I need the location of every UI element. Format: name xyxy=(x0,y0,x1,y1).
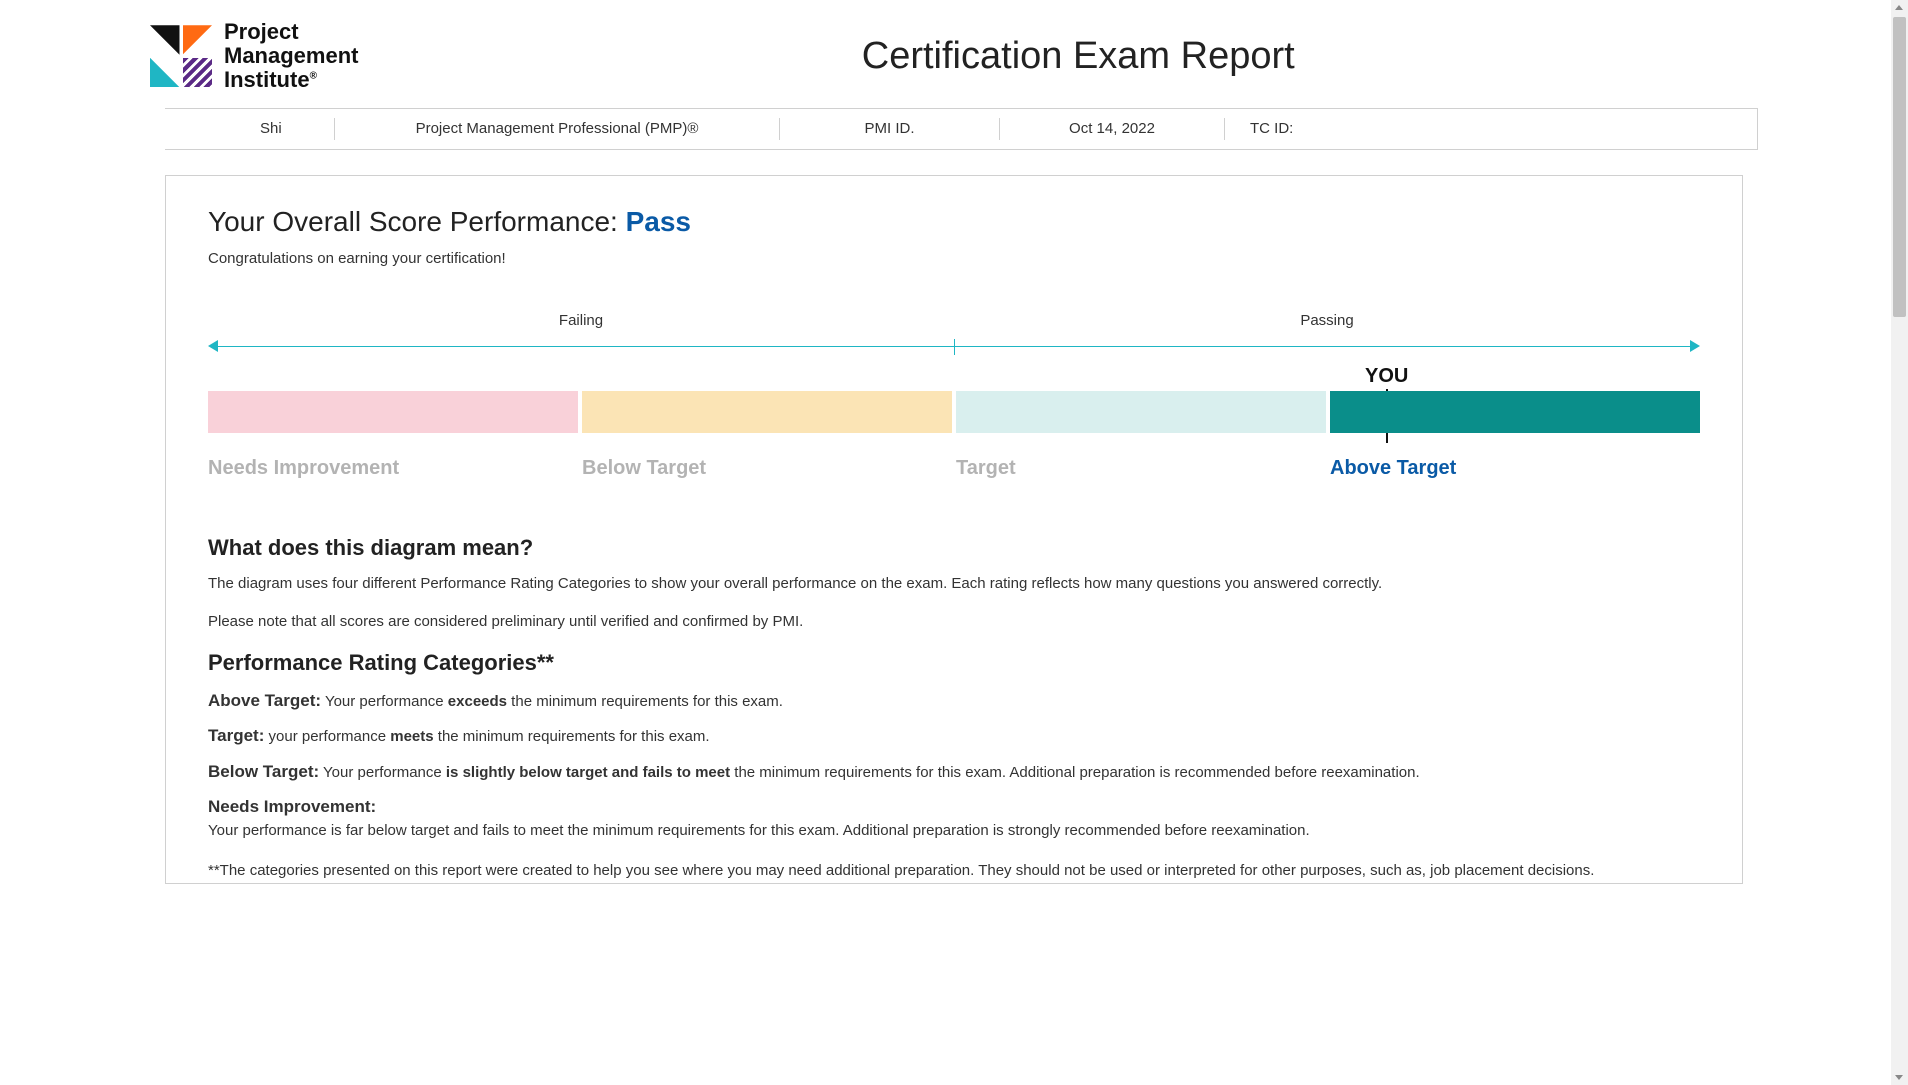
category-bold-0: exceeds xyxy=(448,693,507,710)
axis-line xyxy=(208,337,1700,357)
main-panel: Your Overall Score Performance: Pass Con… xyxy=(165,175,1743,884)
report-page: Project Management Institute® Certificat… xyxy=(0,0,1908,904)
info-certification: Project Management Professional (PMP)® xyxy=(335,118,780,140)
failing-label: Failing xyxy=(208,312,954,329)
explain-heading: What does this diagram mean? xyxy=(208,535,1700,561)
category-desc-3: Your performance is far below target and… xyxy=(208,820,1700,843)
band-label-0: Needs Improvement xyxy=(208,457,578,480)
categories-heading: Performance Rating Categories** xyxy=(208,650,1700,676)
passing-label: Passing xyxy=(954,312,1700,329)
category-name-1: Target: xyxy=(208,726,264,745)
info-date: Oct 14, 2022 xyxy=(1000,118,1225,140)
category-bold-2: is slightly below target and fails to me… xyxy=(446,764,730,781)
band-0 xyxy=(208,391,578,433)
vertical-scrollbar[interactable] xyxy=(1891,0,1908,1085)
scrollbar-thumb[interactable] xyxy=(1893,17,1906,317)
report-title: Certification Exam Report xyxy=(398,35,1758,78)
score-result: Pass xyxy=(626,206,691,237)
org-line1: Project xyxy=(224,19,299,44)
info-bar: Shi Project Management Professional (PMP… xyxy=(165,108,1758,150)
category-row-3: Needs Improvement:Your performance is fa… xyxy=(208,794,1700,842)
category-name-3: Needs Improvement: xyxy=(208,794,1700,820)
category-row-0: Above Target: Your performance exceeds t… xyxy=(208,688,1700,714)
info-tc-id: TC ID: xyxy=(1225,118,1757,140)
score-heading: Your Overall Score Performance: Pass xyxy=(208,206,1700,238)
you-marker-row: YOU xyxy=(208,365,1700,389)
mid-tick xyxy=(954,339,955,355)
congrats-text: Congratulations on earning your certific… xyxy=(208,250,1700,267)
band-2 xyxy=(956,391,1326,433)
band-label-1: Below Target xyxy=(582,457,952,480)
band-label-3: Above Target xyxy=(1330,457,1700,480)
band-3 xyxy=(1330,391,1700,433)
explain-p1: The diagram uses four different Performa… xyxy=(208,573,1700,596)
org-line3: Institute xyxy=(224,67,310,92)
score-heading-prefix: Your Overall Score Performance: xyxy=(208,206,626,237)
info-name: Shi xyxy=(165,118,335,140)
explain-p2: Please note that all scores are consider… xyxy=(208,611,1700,634)
category-name-2: Below Target: xyxy=(208,762,319,781)
band-1 xyxy=(582,391,952,433)
scroll-down-icon[interactable] xyxy=(1895,1075,1903,1080)
report-header: Project Management Institute® Certificat… xyxy=(0,20,1908,93)
axis-labels: Failing Passing xyxy=(208,312,1700,329)
arrow-right-icon xyxy=(1690,340,1700,352)
pmi-logo: Project Management Institute® xyxy=(150,20,358,93)
category-row-1: Target: your performance meets the minim… xyxy=(208,723,1700,749)
categories-list: Above Target: Your performance exceeds t… xyxy=(208,688,1700,843)
pmi-logo-text: Project Management Institute® xyxy=(224,20,358,93)
scroll-up-icon[interactable] xyxy=(1895,5,1903,10)
performance-diagram: Failing Passing YOU Needs ImprovementBel… xyxy=(208,312,1700,480)
category-bold-1: meets xyxy=(390,728,433,745)
band-labels: Needs ImprovementBelow TargetTargetAbove… xyxy=(208,457,1700,480)
band-label-2: Target xyxy=(956,457,1326,480)
info-pmi-id: PMI ID. xyxy=(780,118,1000,140)
categories-footnote: **The categories presented on this repor… xyxy=(208,860,1700,883)
performance-bands xyxy=(208,391,1700,433)
category-row-2: Below Target: Your performance is slight… xyxy=(208,759,1700,785)
pmi-logo-mark xyxy=(150,25,212,87)
you-tick-bottom xyxy=(1386,433,1388,443)
category-name-0: Above Target: xyxy=(208,691,321,710)
org-line2: Management xyxy=(224,43,358,68)
you-label: YOU xyxy=(1365,365,1408,388)
